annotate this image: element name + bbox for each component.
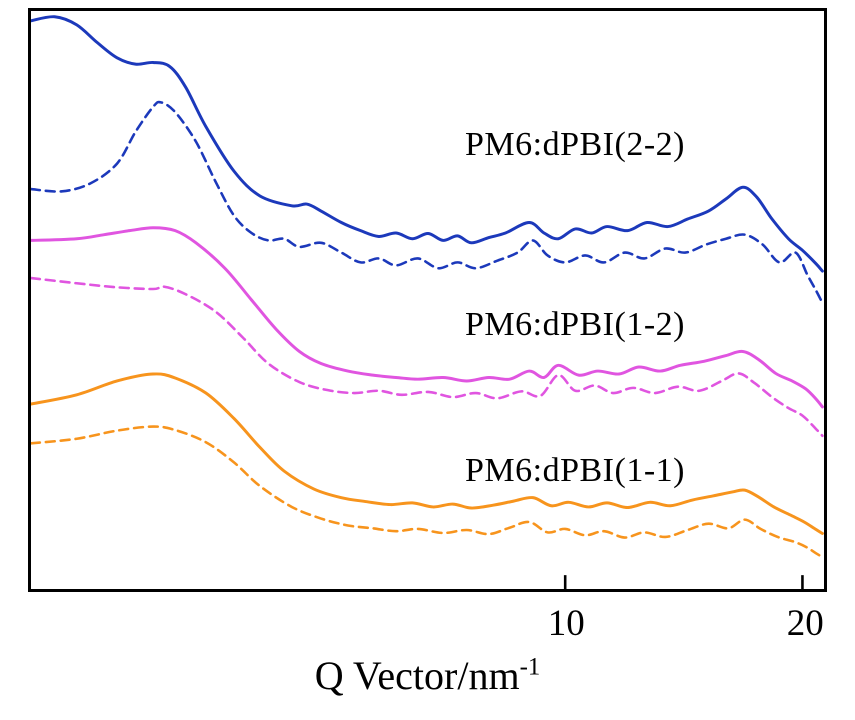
x-axis-label-exponent: -1 xyxy=(519,653,541,681)
series-curve-pm6-dpbi-1-2-dashed xyxy=(31,276,824,438)
series-curve-pm6-dpbi-2-2-dashed xyxy=(31,100,824,305)
x-tick-label-10: 10 xyxy=(547,603,585,644)
series-curve-pm6-dpbi-1-1-solid xyxy=(31,372,824,535)
x-tick-label-20: 20 xyxy=(786,603,824,644)
series-curve-pm6-dpbi-2-2-solid xyxy=(31,15,824,273)
curves-canvas xyxy=(31,15,824,589)
series-curve-pm6-dpbi-1-1-dashed xyxy=(31,425,824,559)
series-label-pm6-dpbi-1-1: PM6:dPBI(1-1) xyxy=(465,452,685,489)
x-axis-label-base: Q Vector/nm xyxy=(314,653,520,698)
x-axis-label: Q Vector/nm-1 xyxy=(28,652,827,699)
series-label-pm6-dpbi-1-2: PM6:dPBI(1-2) xyxy=(465,306,685,343)
plot-frame xyxy=(28,8,827,592)
series-curve-pm6-dpbi-1-2-solid xyxy=(31,226,824,409)
series-label-pm6-dpbi-2-2: PM6:dPBI(2-2) xyxy=(465,126,685,163)
